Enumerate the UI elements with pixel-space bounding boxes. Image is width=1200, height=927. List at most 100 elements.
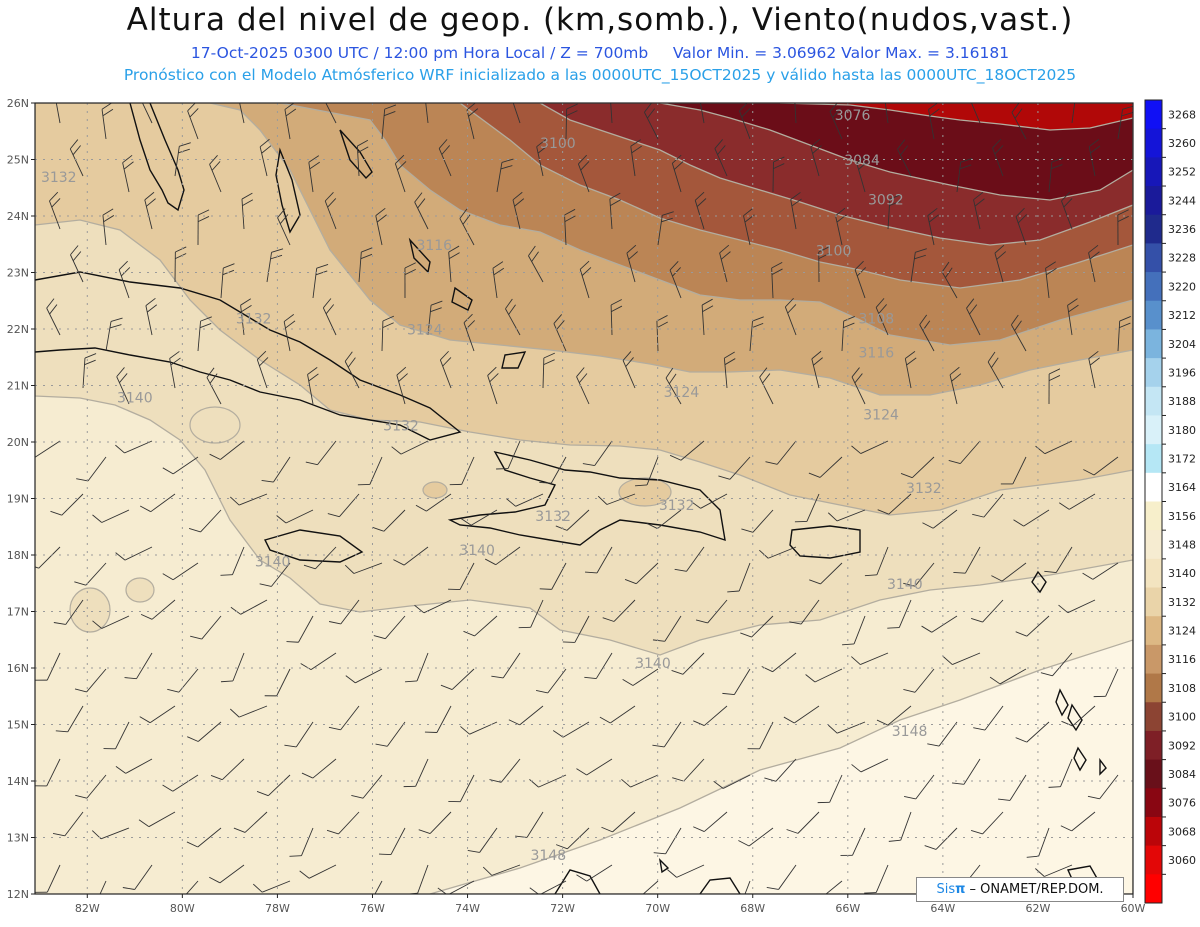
wind-barb <box>86 668 107 693</box>
wind-barb-feather <box>624 579 637 585</box>
wind-barb <box>101 615 130 629</box>
wind-barb <box>707 599 728 624</box>
wind-barb-feather <box>888 839 901 842</box>
wind-barb-feather <box>286 641 299 643</box>
wind-barb <box>971 103 981 124</box>
wind-barb-feather <box>864 892 877 894</box>
wind-barb <box>148 811 176 828</box>
wind-barb-feather <box>414 604 425 614</box>
wind-barb-feather <box>998 798 1011 801</box>
band-3148 <box>429 639 1133 894</box>
wind-barb-feather <box>791 198 802 207</box>
wind-barbs <box>35 86 1133 906</box>
wind-barb-feather <box>500 165 513 170</box>
wind-barb-feather <box>794 87 805 93</box>
wind-barb <box>1117 109 1124 140</box>
wind-barb-feather <box>700 93 710 100</box>
wind-barb <box>101 109 107 140</box>
wind-barb-feather <box>206 367 215 378</box>
wind-barb <box>239 103 245 124</box>
wind-barb <box>270 562 291 587</box>
wind-barb-feather <box>448 252 460 260</box>
wind-barb <box>794 103 797 124</box>
wind-barb-feather <box>610 94 620 100</box>
contour-label: 3140 <box>117 390 153 406</box>
model-info-line: Pronóstico con el Modelo Atmósferico WRF… <box>123 66 1077 84</box>
wind-barb-feather <box>727 590 740 593</box>
wind-barb-feather <box>372 526 384 532</box>
wind-barb-feather <box>285 320 296 329</box>
wind-barb <box>837 721 866 734</box>
wind-barb-feather <box>667 869 677 878</box>
patch-3132 <box>189 406 241 444</box>
wind-barb-feather <box>578 373 588 384</box>
wind-barb <box>682 652 705 675</box>
wind-barb-feather <box>241 304 252 313</box>
wind-barb <box>553 323 567 352</box>
colorbar-label: 3244 <box>1168 194 1196 207</box>
wind-barb-feather <box>889 200 901 207</box>
wind-barb <box>622 360 636 389</box>
colorbar-swatch <box>1145 329 1162 359</box>
colorbar-swatch <box>1145 472 1162 502</box>
lon-tick-label: 60W <box>1121 902 1146 915</box>
wind-barb <box>612 811 636 833</box>
wind-barb <box>992 147 1004 177</box>
wind-barb <box>1072 705 1096 727</box>
wind-barb-feather <box>1076 90 1087 94</box>
wind-barb-feather <box>566 110 578 117</box>
colorbar-label: 3252 <box>1168 166 1196 179</box>
wind-barb-feather <box>55 86 65 93</box>
wind-barb-feather <box>765 461 778 465</box>
wind-barb-feather <box>696 198 707 207</box>
wind-barb <box>87 456 107 482</box>
wind-barb-feather <box>843 316 855 322</box>
wind-barb-feather <box>398 373 408 382</box>
wind-barb <box>701 305 705 336</box>
wind-barb-feather <box>397 161 407 171</box>
wind-barb <box>394 163 406 193</box>
wind-barb <box>609 199 613 230</box>
wind-barb <box>385 615 406 639</box>
credit-brand: Sis <box>936 882 956 897</box>
colorbar-swatch <box>1145 214 1162 244</box>
wind-barb <box>669 269 682 299</box>
wind-barb-feather <box>223 263 235 269</box>
wind-barb <box>515 493 544 507</box>
wind-barb <box>500 758 521 783</box>
wind-barb-feather <box>997 904 1009 906</box>
wind-barb <box>825 880 843 894</box>
wind-barb-feather <box>351 795 364 799</box>
wind-barb <box>390 827 406 855</box>
lesser-antilles-dominica <box>1055 688 1069 717</box>
wind-barb-feather <box>1014 108 1023 119</box>
wind-barb <box>932 509 958 529</box>
wind-barb <box>959 440 981 464</box>
wind-barb <box>238 705 268 718</box>
wind-barb-feather <box>773 156 785 163</box>
wind-barb-feather <box>622 351 632 361</box>
wind-barb-feather <box>115 444 125 454</box>
wind-barb-feather <box>809 579 821 585</box>
wind-barb-feather <box>919 314 928 325</box>
colorbar-label: 3140 <box>1168 567 1196 580</box>
wind-barb <box>238 493 268 506</box>
wind-barb-feather <box>555 844 568 850</box>
wind-barb-feather <box>927 743 940 747</box>
wind-barb-feather <box>672 777 684 782</box>
wind-barb <box>1045 268 1050 299</box>
wind-barb-feather <box>404 268 416 276</box>
wind-barb-feather <box>953 572 966 574</box>
wind-barb <box>339 493 360 518</box>
wind-barb <box>966 308 981 336</box>
wind-barb-feather <box>991 575 1003 582</box>
wind-barb-feather <box>190 635 202 640</box>
wind-barb-feather <box>724 351 735 359</box>
wind-barb-feather <box>393 559 405 566</box>
wind-barb-feather <box>842 643 855 646</box>
wind-barb <box>694 200 705 230</box>
wind-barb <box>463 322 475 352</box>
wind-barb-feather <box>971 92 979 101</box>
wind-barb-feather <box>417 198 426 209</box>
wind-barb <box>125 758 153 774</box>
